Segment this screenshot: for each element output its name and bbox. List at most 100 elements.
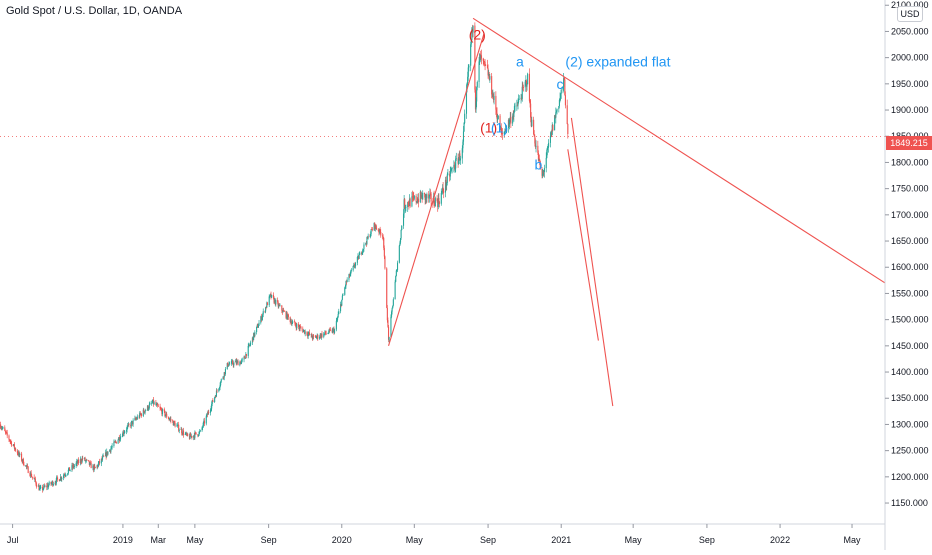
- candle-body: [328, 332, 330, 334]
- candle-body: [164, 411, 166, 417]
- x-tick-label: May: [844, 535, 862, 545]
- candle-body: [332, 328, 334, 330]
- candle-body: [69, 469, 71, 471]
- time-axis[interactable]: Jul 2019 Mar May Sep 2020 May Sep 2021 May Sep 2022…: [7, 524, 861, 545]
- candle-body: [220, 379, 222, 382]
- candle-body: [256, 325, 258, 327]
- candle-body: [277, 300, 279, 303]
- y-tick-label: 1550.000: [891, 288, 929, 298]
- y-tick-label: 1650.000: [891, 236, 929, 246]
- candle-body: [405, 207, 407, 208]
- wave-label: (1): [491, 120, 508, 136]
- candle-body: [131, 421, 134, 425]
- candle-body: [233, 362, 235, 366]
- candle-body: [84, 457, 86, 461]
- candle-body: [484, 61, 486, 65]
- candle-body: [311, 334, 313, 338]
- candle-body: [109, 449, 111, 452]
- candle-body: [340, 304, 342, 312]
- candle-body: [449, 173, 451, 177]
- candle-body: [226, 363, 228, 370]
- y-tick-label: 1250.000: [891, 446, 929, 456]
- candle-body: [504, 129, 507, 132]
- candle-body: [500, 127, 502, 131]
- candle-body: [43, 485, 45, 487]
- candle-body: [534, 136, 536, 144]
- candle-body: [89, 462, 92, 464]
- candle-body: [202, 426, 204, 428]
- candle-body: [79, 459, 81, 464]
- candle-body: [369, 235, 371, 237]
- candle-body: [73, 464, 75, 468]
- candle-body: [525, 80, 527, 87]
- candle-body: [417, 198, 419, 203]
- candle-body: [289, 317, 291, 323]
- candle-body: [51, 483, 53, 484]
- candle-body: [529, 100, 531, 104]
- candle-body: [272, 294, 274, 298]
- candle-body: [203, 420, 206, 424]
- candle-body: [434, 203, 436, 207]
- candle-body: [182, 430, 184, 435]
- candle-body: [268, 296, 270, 306]
- candle-body: [286, 312, 288, 318]
- candle-body: [329, 329, 331, 331]
- candle-body: [390, 311, 393, 317]
- candle-body: [428, 195, 430, 199]
- candle-body: [4, 427, 6, 431]
- candle-body: [447, 173, 449, 175]
- candle-body: [111, 445, 113, 448]
- candle-body: [551, 131, 553, 135]
- candle-body: [152, 399, 154, 403]
- candle-body: [85, 459, 87, 461]
- y-tick-label: 2050.000: [891, 26, 929, 36]
- candle-body: [283, 310, 285, 312]
- candle-body: [235, 360, 237, 363]
- candle-body: [101, 458, 103, 460]
- candle-body: [380, 231, 382, 236]
- candle-body: [126, 426, 128, 430]
- candle-body: [415, 195, 417, 202]
- candle-body: [399, 242, 401, 246]
- y-tick-label: 1750.000: [891, 184, 929, 194]
- candle-body: [257, 325, 259, 328]
- candle-body: [382, 236, 384, 239]
- candle-body: [400, 230, 402, 239]
- candle-body: [298, 324, 300, 327]
- candle-body: [390, 316, 392, 338]
- candle-body: [223, 372, 225, 378]
- candle-body: [471, 28, 473, 41]
- candle-body: [193, 435, 195, 438]
- candle-body: [350, 270, 352, 272]
- candle-body: [320, 333, 322, 338]
- candle-body: [333, 328, 335, 333]
- candle-body: [76, 461, 78, 464]
- candle-body: [241, 359, 243, 361]
- candle-body: [269, 293, 271, 296]
- candle-body: [152, 399, 155, 405]
- candle-body: [166, 413, 168, 418]
- candle-body: [375, 227, 378, 230]
- candle-body: [42, 488, 44, 491]
- candle-body: [177, 424, 179, 426]
- candle-body: [178, 424, 180, 431]
- candle-body: [503, 131, 505, 135]
- candle-body: [567, 124, 569, 134]
- candle-body: [188, 436, 191, 439]
- candle-body: [113, 441, 116, 443]
- candle-body: [556, 109, 558, 112]
- candle-body: [341, 295, 343, 300]
- candle-body: [46, 485, 48, 488]
- candle-body: [463, 122, 465, 132]
- currency-badge[interactable]: USD: [897, 6, 923, 22]
- candle-body: [172, 420, 174, 422]
- candle-body: [354, 265, 356, 267]
- candle-body: [245, 353, 247, 356]
- candle-body: [21, 460, 23, 462]
- candle-body: [341, 299, 343, 306]
- candle-body: [450, 170, 452, 172]
- candle-body: [311, 337, 313, 339]
- candle-body: [504, 131, 506, 132]
